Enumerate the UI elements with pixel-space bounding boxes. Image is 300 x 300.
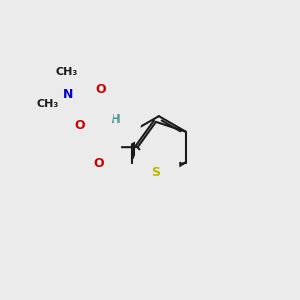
Text: O: O — [93, 124, 104, 137]
Text: N: N — [63, 88, 74, 101]
Text: O: O — [95, 83, 106, 96]
Text: S: S — [152, 166, 160, 179]
Text: O: O — [94, 158, 104, 170]
Text: CH₃: CH₃ — [36, 100, 58, 110]
Text: O: O — [74, 119, 85, 132]
Text: S: S — [85, 101, 94, 114]
Text: NH: NH — [101, 113, 122, 126]
Text: CH₃: CH₃ — [55, 67, 77, 77]
